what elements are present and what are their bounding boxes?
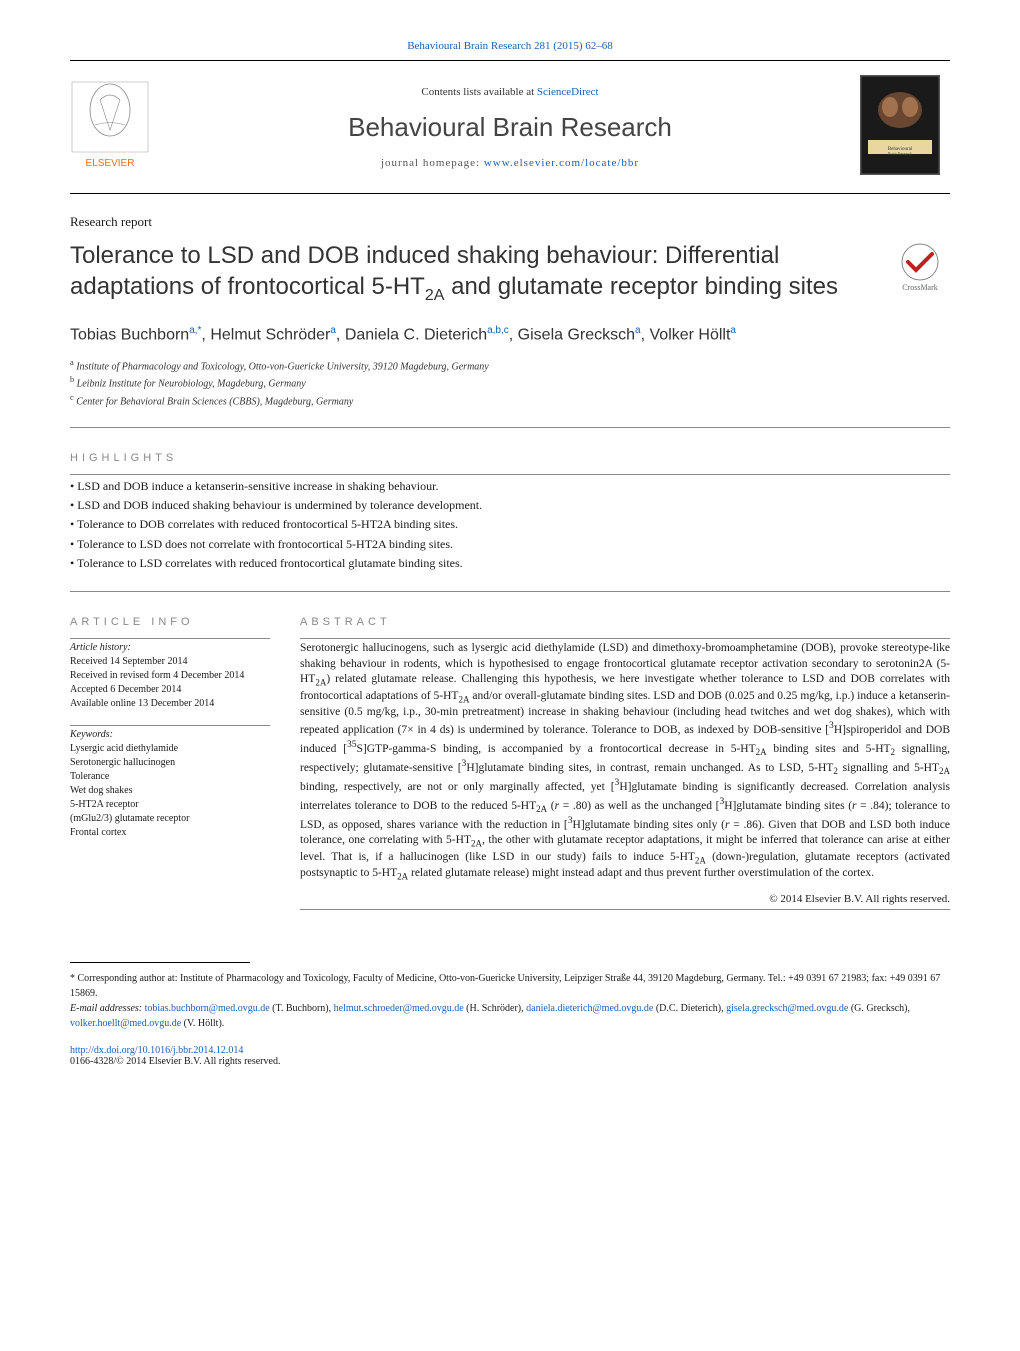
- authors-list: Tobias Buchborna,*, Helmut Schrödera, Da…: [70, 323, 950, 347]
- abstract-heading: ABSTRACT: [300, 616, 950, 628]
- section-rule-1: [70, 427, 950, 428]
- history-line: Received in revised form 4 December 2014: [70, 669, 270, 683]
- section-rule-3: [70, 591, 950, 592]
- crossmark-badge[interactable]: CrossMark: [890, 240, 950, 300]
- highlight-item: Tolerance to DOB correlates with reduced…: [70, 515, 950, 534]
- keywords-block: Keywords: Lysergic acid diethylamideSero…: [70, 728, 270, 840]
- corresponding-author-line: * Corresponding author at: Institute of …: [70, 971, 950, 1001]
- journal-name: Behavioural Brain Research: [160, 112, 860, 143]
- email-link[interactable]: gisela.grecksch@med.ovgu.de: [726, 1003, 848, 1014]
- affiliation-line: c Center for Behavioral Brain Sciences (…: [70, 392, 950, 409]
- email-author-name: (V. Höllt).: [181, 1018, 224, 1029]
- svg-text:ELSEVIER: ELSEVIER: [86, 158, 135, 169]
- doi-link[interactable]: http://dx.doi.org/10.1016/j.bbr.2014.12.…: [70, 1045, 243, 1056]
- journal-banner: ELSEVIER Contents lists available at Sci…: [70, 65, 950, 189]
- sciencedirect-link[interactable]: ScienceDirect: [537, 86, 599, 98]
- article-history: Article history: Received 14 September 2…: [70, 641, 270, 711]
- email-author-name: (D.C. Dieterich),: [653, 1003, 726, 1014]
- highlights-list: LSD and DOB induce a ketanserin-sensitiv…: [70, 477, 950, 573]
- corresponding-author-footer: * Corresponding author at: Institute of …: [70, 971, 950, 1031]
- info-rule: [70, 638, 270, 639]
- email-author-name: (T. Buchborn),: [270, 1003, 334, 1014]
- abstract-bottom-rule: [300, 909, 950, 910]
- keyword-item: Frontal cortex: [70, 826, 270, 840]
- email-addresses: E-mail addresses: tobias.buchborn@med.ov…: [70, 1001, 950, 1031]
- affiliations: a Institute of Pharmacology and Toxicolo…: [70, 357, 950, 409]
- abstract-rule: [300, 638, 950, 639]
- footer-separator: [70, 962, 250, 963]
- header-citation: Behavioural Brain Research 281 (2015) 62…: [70, 40, 950, 52]
- affiliation-line: b Leibniz Institute for Neurobiology, Ma…: [70, 374, 950, 391]
- top-rule: [70, 60, 950, 61]
- keyword-item: Lysergic acid diethylamide: [70, 742, 270, 756]
- email-author-name: (H. Schröder),: [464, 1003, 526, 1014]
- email-author-name: (G. Grecksch),: [848, 1003, 910, 1014]
- email-link[interactable]: helmut.schroeder@med.ovgu.de: [334, 1003, 464, 1014]
- abstract-copyright: © 2014 Elsevier B.V. All rights reserved…: [300, 893, 950, 905]
- issn-copyright: 0166-4328/© 2014 Elsevier B.V. All right…: [70, 1056, 280, 1067]
- homepage-link[interactable]: www.elsevier.com/locate/bbr: [484, 157, 639, 169]
- email-link[interactable]: daniela.dieterich@med.ovgu.de: [526, 1003, 653, 1014]
- highlights-heading: HIGHLIGHTS: [70, 452, 950, 464]
- abstract-column: ABSTRACT Serotonergic hallucinogens, suc…: [300, 616, 950, 912]
- email-link[interactable]: volker.hoellt@med.ovgu.de: [70, 1018, 181, 1029]
- keyword-item: (mGlu2/3) glutamate receptor: [70, 812, 270, 826]
- doi-block: http://dx.doi.org/10.1016/j.bbr.2014.12.…: [70, 1045, 950, 1067]
- highlight-item: LSD and DOB induce a ketanserin-sensitiv…: [70, 477, 950, 496]
- elsevier-logo: ELSEVIER: [70, 80, 150, 170]
- banner-bottom-rule: [70, 193, 950, 194]
- article-info-column: ARTICLE INFO Article history: Received 1…: [70, 616, 270, 912]
- contents-line: Contents lists available at ScienceDirec…: [160, 86, 860, 98]
- history-line: Accepted 6 December 2014: [70, 683, 270, 697]
- highlight-item: LSD and DOB induced shaking behaviour is…: [70, 496, 950, 515]
- affiliation-line: a Institute of Pharmacology and Toxicolo…: [70, 357, 950, 374]
- svg-text:CrossMark: CrossMark: [902, 283, 938, 292]
- section-rule-2: [70, 474, 950, 475]
- email-link[interactable]: tobias.buchborn@med.ovgu.de: [145, 1003, 270, 1014]
- article-type: Research report: [70, 214, 950, 230]
- highlight-item: Tolerance to LSD does not correlate with…: [70, 535, 950, 554]
- keyword-item: Serotonergic hallucinogen: [70, 756, 270, 770]
- keyword-item: Tolerance: [70, 770, 270, 784]
- keyword-item: Wet dog shakes: [70, 784, 270, 798]
- article-title: Tolerance to LSD and DOB induced shaking…: [70, 240, 890, 307]
- homepage-line: journal homepage: www.elsevier.com/locat…: [160, 157, 860, 169]
- abstract-text: Serotonergic hallucinogens, such as lyse…: [300, 641, 950, 883]
- history-line: Available online 13 December 2014: [70, 697, 270, 711]
- keyword-item: 5-HT2A receptor: [70, 798, 270, 812]
- journal-cover-thumbnail: Behavioural Brain Research: [860, 75, 940, 175]
- citation-link[interactable]: Behavioural Brain Research 281 (2015) 62…: [407, 40, 613, 52]
- article-info-heading: ARTICLE INFO: [70, 616, 270, 628]
- history-line: Received 14 September 2014: [70, 655, 270, 669]
- svg-text:Brain Research: Brain Research: [888, 151, 913, 156]
- highlight-item: Tolerance to LSD correlates with reduced…: [70, 554, 950, 573]
- info-rule-2: [70, 725, 270, 726]
